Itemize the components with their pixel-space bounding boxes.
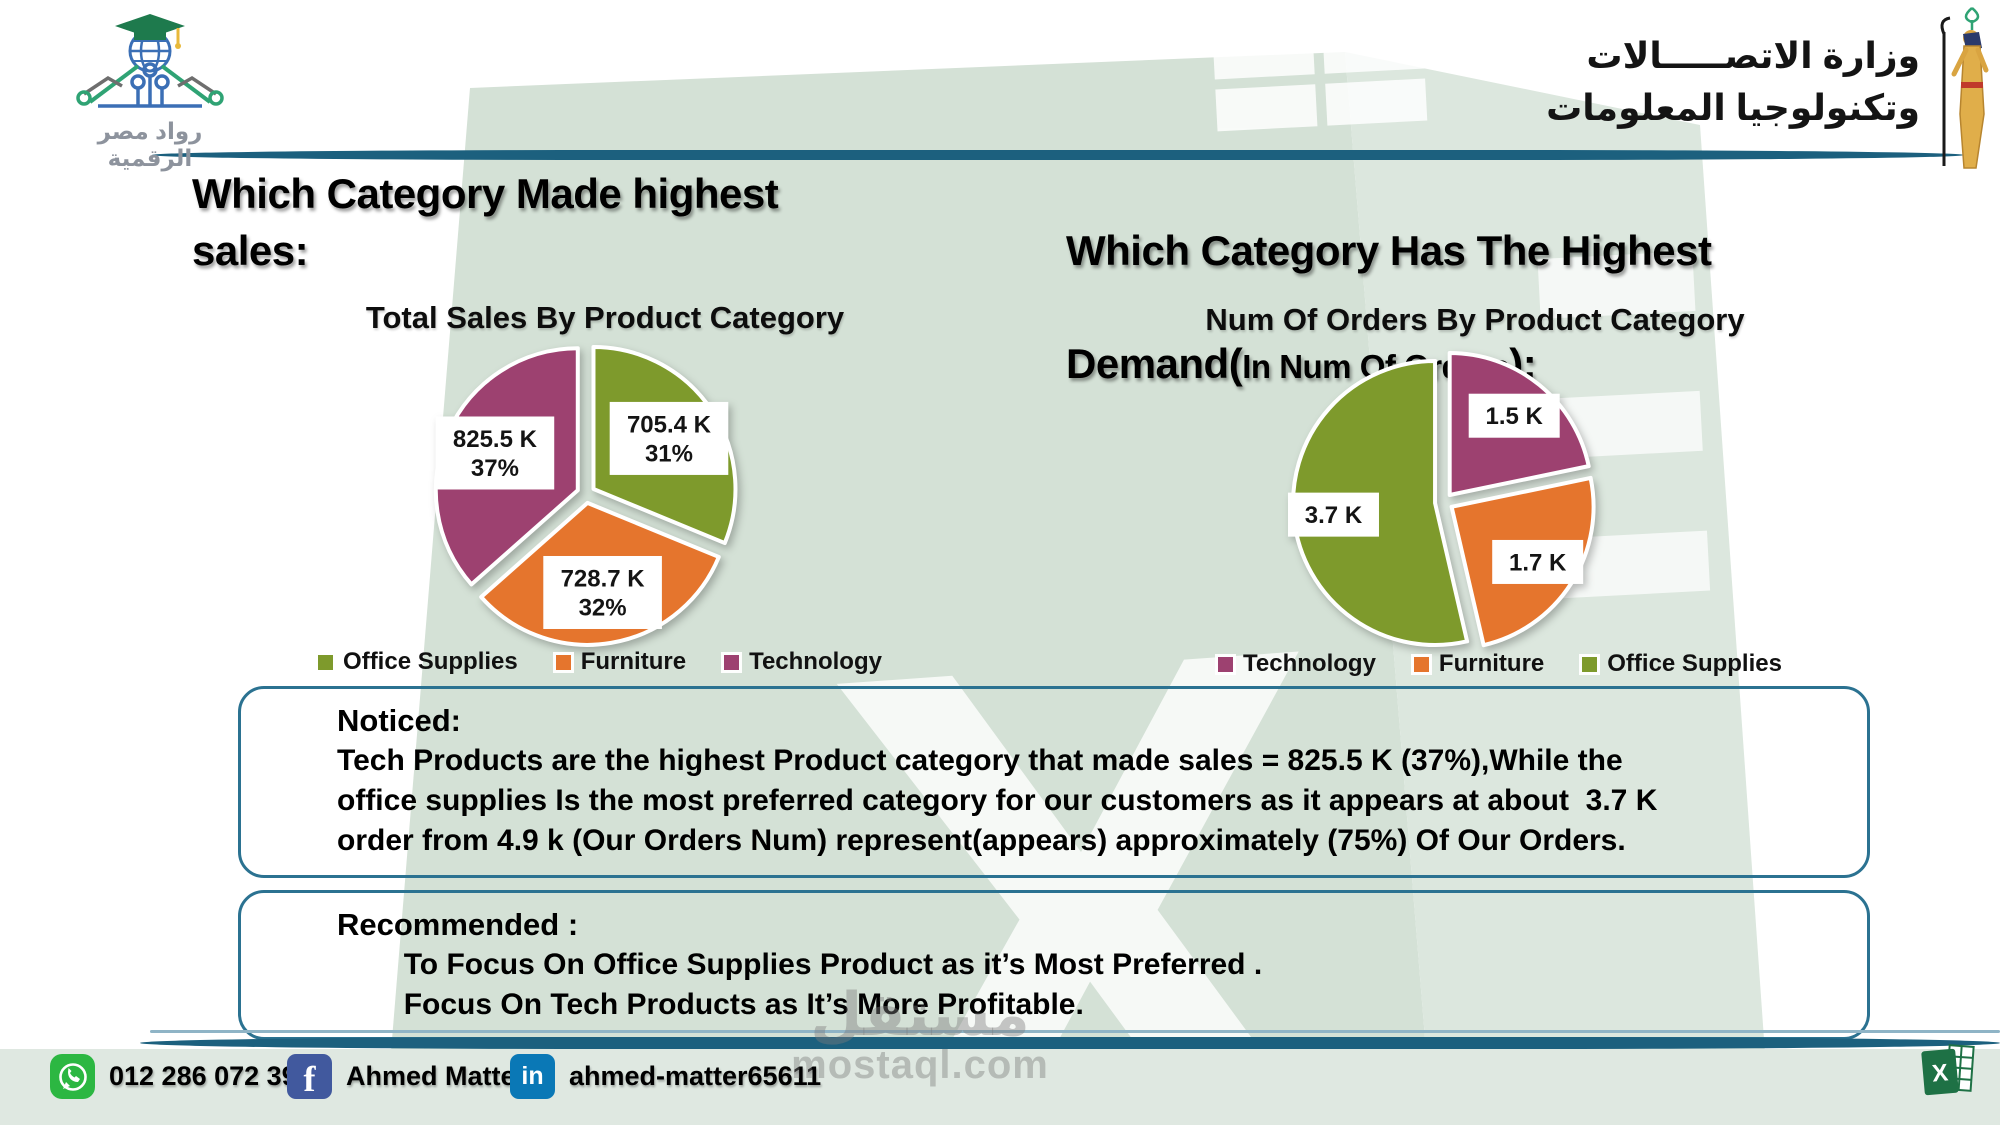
facebook-icon: f: [287, 1054, 332, 1099]
pie-num-orders: 1.5 K 1.7 K 3.7 K: [1287, 351, 1596, 648]
legend-swatch-icon: [318, 654, 334, 670]
excel-icon: X: [1921, 1044, 1975, 1096]
pie-total-sales: 705.4 K 31% 728.7 K 32% 825.5 K 37%: [433, 344, 738, 647]
legend-total-sales: Office Supplies Furniture Technology: [250, 648, 950, 676]
legend-label: Furniture: [1438, 650, 1545, 677]
mostaql-watermark: مستقل mostaql.com: [690, 981, 1150, 1087]
chart-title-num-orders: Num Of Orders By Product Category: [1205, 302, 1745, 337]
legend-label: Technology: [749, 648, 882, 675]
mostaql-watermark-arabic: مستقل: [810, 981, 1030, 1048]
legend-num-orders: Technology Furniture Office Supplies: [1190, 650, 1810, 678]
linkedin-contact[interactable]: in ahmed-matter65611: [510, 1054, 821, 1099]
pie-data-label-box: [1287, 492, 1379, 537]
mostaql-watermark-latin: mostaql.com: [791, 1043, 1049, 1087]
egyptian-figure-icon: [1940, 7, 1989, 169]
pie-data-label-box: [543, 555, 662, 629]
legend-item: Office Supplies: [318, 648, 518, 676]
pie-data-label: 3.7 K: [1305, 502, 1363, 529]
ministry-line2: وتكنولوجيا المعلومات: [1546, 87, 1920, 129]
facebook-contact[interactable]: f Ahmed Matter: [287, 1054, 526, 1099]
noticed-box: Noticed: Tech Products are the highest P…: [238, 686, 1870, 878]
bottom-rule-thick: [140, 1037, 2000, 1049]
recommended-body: To Focus On Office Supplies Product as i…: [403, 948, 1263, 1022]
footer-band: [0, 1049, 2000, 1125]
facebook-name: Ahmed Matter: [346, 1061, 527, 1091]
legend-item: Technology: [1218, 650, 1376, 678]
whatsapp-number: 012 286 072 39: [109, 1061, 297, 1091]
legend-swatch-icon: [724, 654, 740, 670]
legend-item: Office Supplies: [1582, 650, 1782, 678]
recommended-title: Recommended :: [337, 907, 579, 942]
question-left: Which Category Made highest sales:: [192, 170, 779, 274]
legend-swatch-icon: [555, 654, 571, 670]
pie-data-label: 1.7 K: [1509, 549, 1567, 576]
pie-data-label: 728.7 K 32%: [561, 565, 646, 621]
legend-swatch-icon: [1218, 656, 1234, 672]
digital-pioneers-caption: رواد مصر الرقمية: [97, 118, 203, 171]
digital-pioneers-logo: [76, 14, 224, 108]
ministry-line1: وزارة الاتصـــــالات: [1586, 35, 1920, 76]
legend-label: Technology: [1243, 650, 1376, 677]
legend-swatch-icon: [1582, 656, 1598, 672]
ministry-logo-text: وزارة الاتصـــــالات وتكنولوجيا المعلوما…: [1500, 30, 1920, 134]
legend-label: Office Supplies: [1607, 650, 1782, 677]
pie-data-label: 1.5 K: [1486, 403, 1544, 430]
pie-data-label: 705.4 K 31%: [627, 411, 712, 467]
legend-label: Office Supplies: [343, 648, 518, 675]
svg-text:X: X: [803, 486, 1372, 1125]
recommended-box: Recommended : To Focus On Office Supplie…: [238, 890, 1870, 1040]
noticed-body: Tech Products are the highest Product ca…: [337, 744, 1658, 858]
legend-item: Furniture: [1413, 650, 1545, 678]
graduation-cap-icon: [115, 14, 185, 38]
pie-data-label: 825.5 K 37%: [453, 426, 538, 482]
legend-label: Furniture: [580, 648, 687, 675]
svg-text:X: X: [1931, 1059, 1949, 1087]
linkedin-icon: in: [510, 1054, 555, 1099]
top-rule: [152, 150, 1964, 160]
legend-item: Technology: [724, 648, 882, 676]
pie-data-label-box: [1468, 393, 1560, 438]
whatsapp-icon: [50, 1054, 95, 1099]
pie-data-label-box: [1492, 539, 1584, 584]
linkedin-handle: ahmed-matter65611: [569, 1061, 822, 1091]
legend-item: Furniture: [555, 648, 687, 676]
noticed-title: Noticed:: [337, 703, 461, 738]
question-right-prefix: Demand(: [1066, 340, 1243, 388]
question-right-line1: Which Category Has The Highest: [1066, 226, 1712, 274]
pie-data-label-box: [609, 401, 729, 475]
whatsapp-contact[interactable]: 012 286 072 39: [50, 1054, 297, 1099]
bottom-rule-thin: [150, 1030, 2000, 1033]
chart-title-total-sales: Total Sales By Product Category: [365, 300, 845, 335]
pie-data-label-box: [435, 416, 555, 490]
legend-swatch-icon: [1413, 656, 1429, 672]
